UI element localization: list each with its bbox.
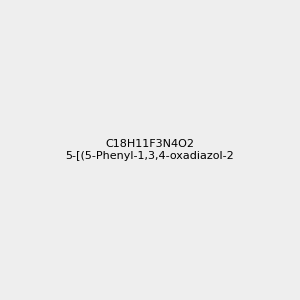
Text: C18H11F3N4O2
5-[(5-Phenyl-1,3,4-oxadiazol-2: C18H11F3N4O2 5-[(5-Phenyl-1,3,4-oxadiazo… — [66, 139, 234, 161]
